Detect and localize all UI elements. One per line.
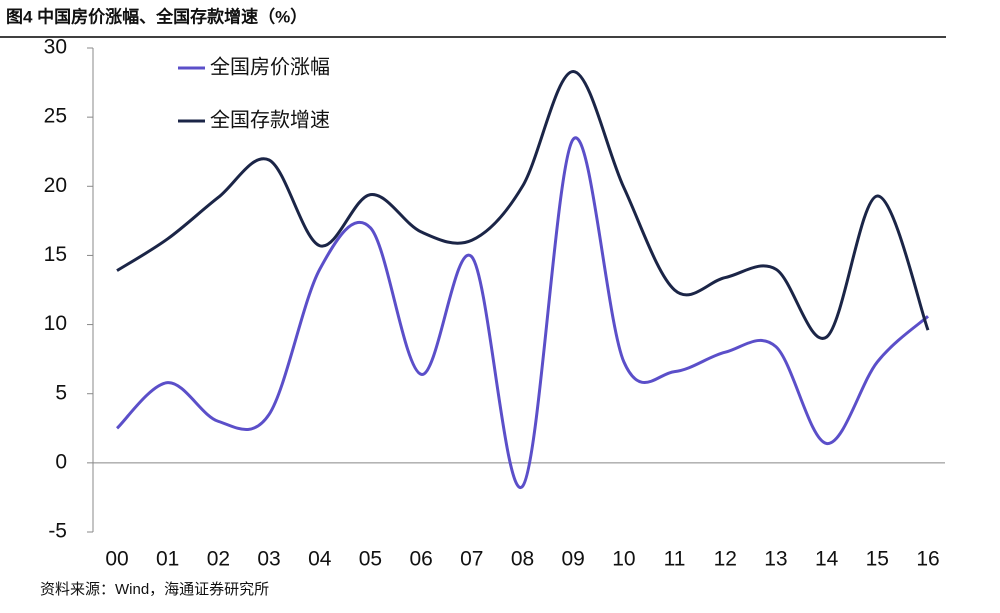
series-line xyxy=(115,136,930,489)
x-tick-label: 13 xyxy=(764,548,787,571)
x-tick-label: 00 xyxy=(105,548,128,571)
y-tick-label: 25 xyxy=(44,105,67,128)
y-tick-label: 15 xyxy=(44,243,67,266)
x-tick-label: 08 xyxy=(511,548,534,571)
x-tick-label: 05 xyxy=(359,548,382,571)
x-tick-label: 03 xyxy=(257,548,280,571)
chart-title: 图4 中国房价涨幅、全国存款增速（%） xyxy=(6,6,307,26)
y-tick-label: 20 xyxy=(44,174,67,197)
y-tick-label: 10 xyxy=(44,312,67,335)
y-tick-label: 30 xyxy=(44,36,67,59)
x-tick-label: 12 xyxy=(714,548,737,571)
legend-label: 全国存款增速 xyxy=(210,108,330,131)
x-tick-label: 02 xyxy=(207,548,230,571)
y-tick-label: 0 xyxy=(55,450,67,473)
x-tick-label: 07 xyxy=(460,548,483,571)
x-tick-label: 01 xyxy=(156,548,179,571)
x-tick-label: 06 xyxy=(409,548,432,571)
x-tick-label: 16 xyxy=(916,548,939,571)
source-note: 资料来源：Wind，海通证券研究所 xyxy=(40,581,269,598)
x-tick-label: 09 xyxy=(562,548,585,571)
series-line xyxy=(116,70,930,340)
x-tick-label: 14 xyxy=(815,548,839,571)
x-tick-label: 10 xyxy=(612,548,635,571)
x-tick-label: 15 xyxy=(866,548,889,571)
legend-label: 全国房价涨幅 xyxy=(210,55,330,78)
y-tick-label: -5 xyxy=(48,520,67,543)
x-tick-label: 11 xyxy=(664,548,686,571)
x-tick-label: 04 xyxy=(308,548,332,571)
y-tick-label: 5 xyxy=(55,381,67,404)
